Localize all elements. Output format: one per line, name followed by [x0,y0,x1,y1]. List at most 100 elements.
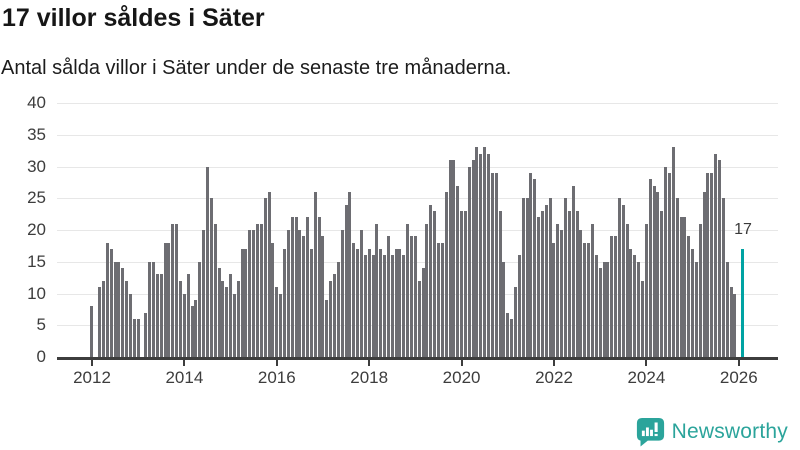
bar [309,249,313,357]
x-axis-tick-label: 2024 [627,368,666,387]
bar [614,236,618,357]
bar [386,236,390,357]
bar [475,147,479,357]
bar [521,198,525,357]
bar [606,261,610,357]
bar [625,223,629,357]
bar [556,223,560,357]
bar [702,191,706,357]
bar [271,242,275,357]
gridline-y-5 [57,325,778,327]
bar [348,191,352,357]
bar [671,147,675,357]
bar [664,166,668,357]
latest-value-label: 17 [734,221,752,238]
bar [410,236,414,357]
bar [675,198,679,357]
bar [282,249,286,357]
bar [98,287,102,357]
bar [710,172,714,357]
bar [433,210,437,357]
bar [252,230,256,357]
bar [656,191,660,357]
bar [436,242,440,357]
bar [159,274,163,357]
page-title: 17 villor såldes i Säter [2,4,265,32]
bar [279,293,283,357]
bar [286,230,290,357]
x-axis-tick-label: 2018 [350,368,389,387]
bar [544,204,548,357]
bar [394,249,398,357]
bar [537,217,541,357]
bar [483,147,487,357]
bar [186,274,190,357]
bar [367,249,371,357]
bar [687,236,691,357]
y-axis-tick-label: 30 [27,156,46,176]
bar [148,261,152,357]
x-axis-tick-label: 2022 [535,368,573,387]
bar [590,223,594,357]
bar [352,242,356,357]
bar [694,261,698,357]
bar [152,261,156,357]
bar [429,204,433,357]
bar [552,242,556,357]
bar [564,198,568,357]
bar [533,179,537,357]
bar [529,172,533,357]
bar [644,223,648,357]
bar [363,255,367,357]
bar [525,198,529,357]
bar [298,230,302,357]
x-axis-tick [183,359,186,366]
bar [718,160,722,357]
bar [633,255,637,357]
bar [317,217,321,357]
bar [221,280,225,357]
bar [209,198,213,357]
gridline-y-25 [57,198,778,200]
brand-footer: Newsworthy [636,417,788,447]
bar [383,255,387,357]
bar [579,230,583,357]
bar [467,166,471,357]
bar [275,287,279,357]
bar [163,242,167,357]
bar [725,261,729,357]
bar [205,166,209,357]
bar [448,160,452,357]
brand-name: Newsworthy [671,420,788,443]
bar [359,230,363,357]
bar [132,318,136,357]
bar [575,210,579,357]
bar [683,217,687,357]
bar [313,191,317,357]
y-axis-tick-label: 40 [27,93,46,112]
bar [417,280,421,357]
bar [102,280,106,357]
bar [652,185,656,357]
x-axis-tick-label: 2020 [442,368,481,387]
bar [171,223,175,357]
bar-chart: 0 5 10 15 20 25 30 35 40 2012 2014 2016 2018 2020 2022… [0,93,800,395]
bar [175,223,179,357]
bar [598,268,602,357]
bar [344,204,348,357]
bar [440,242,444,357]
bar [90,306,94,357]
x-axis-tick [368,359,371,366]
bar [494,172,498,357]
bar [660,210,664,357]
bar [217,268,221,357]
bar [263,198,267,357]
bar [267,191,271,357]
bar [679,217,683,357]
bar [325,299,329,357]
bar [182,293,186,357]
bar [667,172,671,357]
bar [548,198,552,357]
bar [190,306,194,357]
bar [540,210,544,357]
